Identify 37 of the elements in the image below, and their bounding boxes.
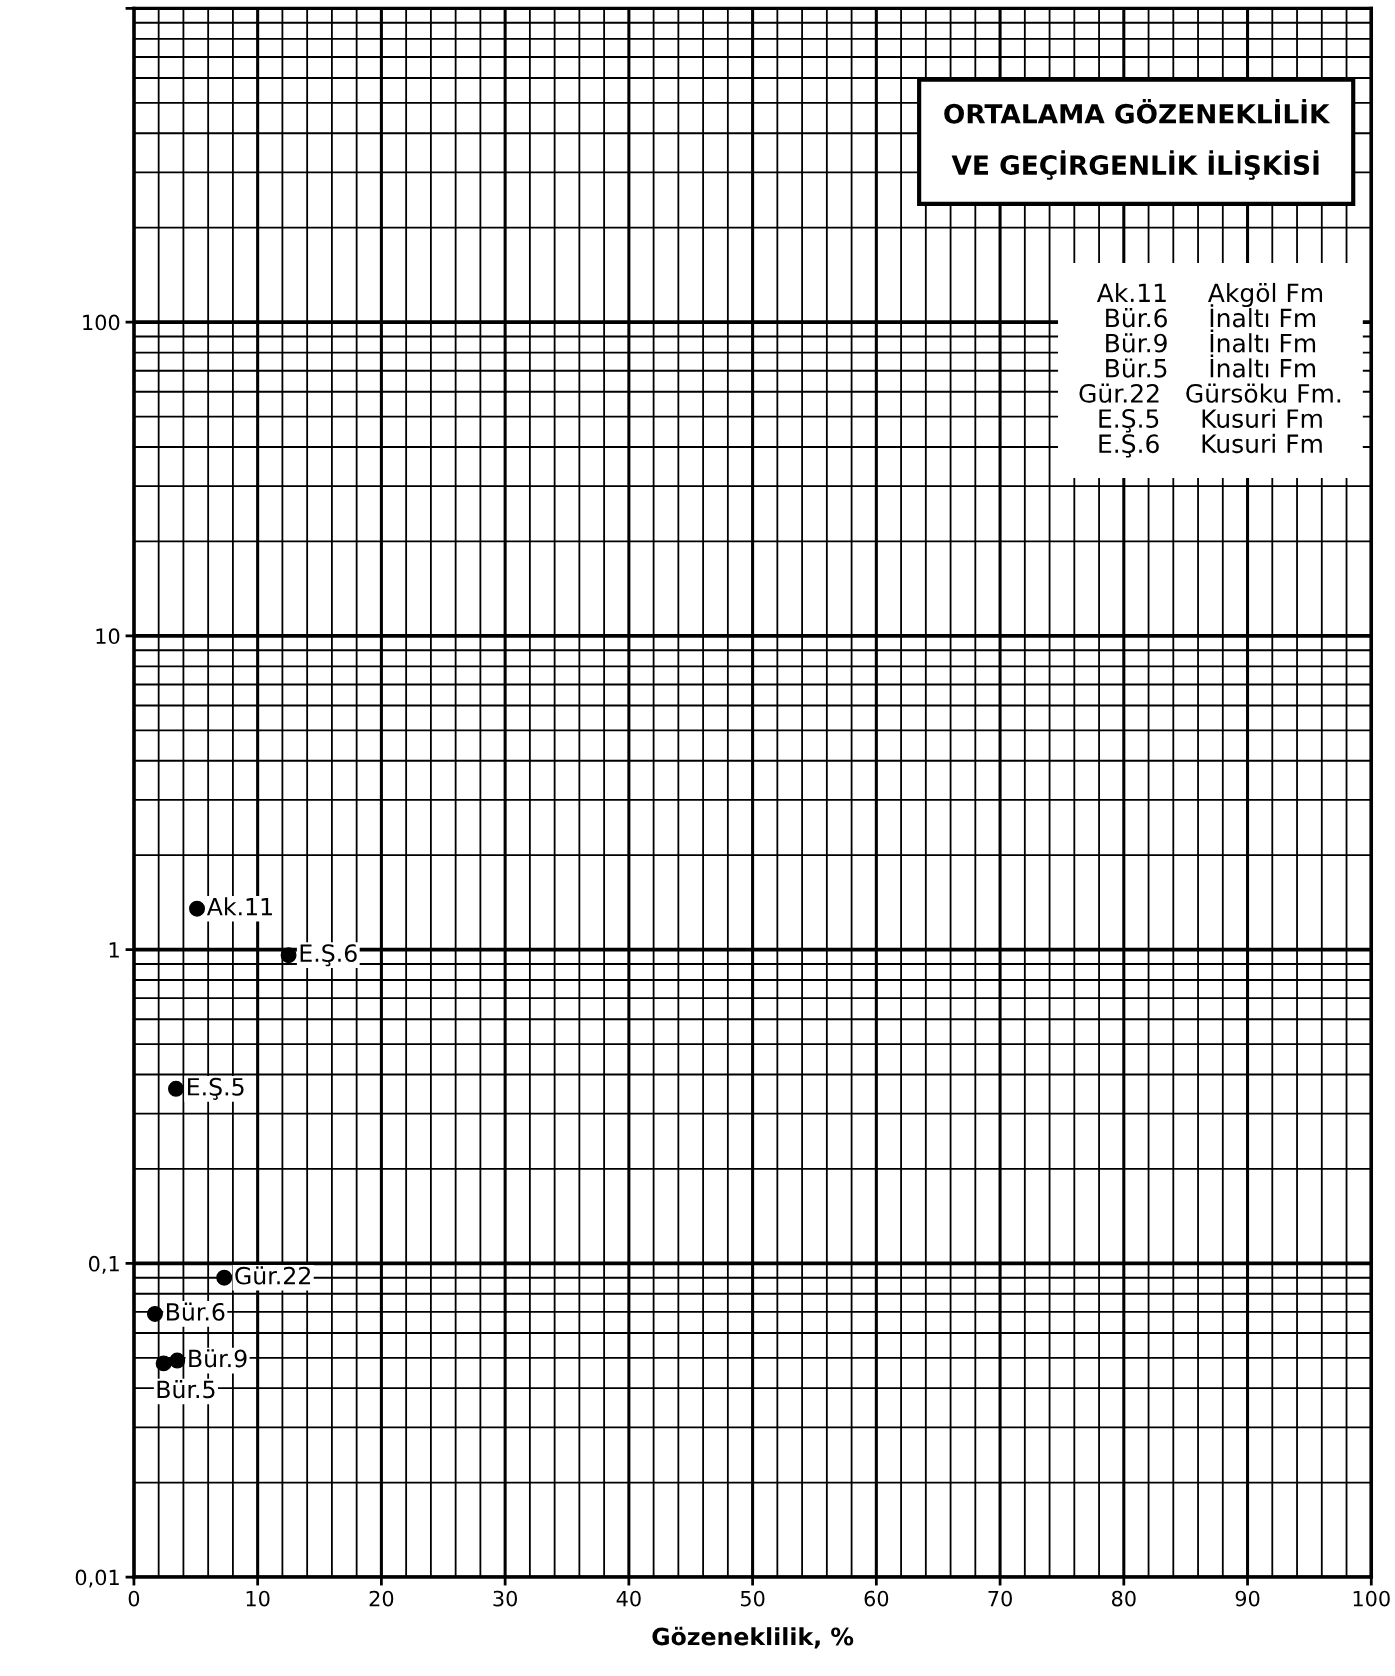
point: [216, 1269, 233, 1286]
y-tick-label: 0,1: [88, 1255, 119, 1274]
x-tick-label: 10: [246, 1590, 270, 1607]
x-tick-label: 100: [1353, 1590, 1390, 1607]
x-tick-label: 40: [616, 1590, 641, 1607]
x-tick-label: 50: [740, 1590, 765, 1607]
annotation: Bür.6: [166, 1302, 225, 1321]
y-tick-label: 0,01: [75, 1569, 119, 1588]
point: [155, 1355, 172, 1372]
annotation: Bür.9: [189, 1349, 247, 1368]
annotation: E.Ş.6: [300, 944, 357, 967]
y-tick-label: 1: [109, 942, 119, 958]
annotation: Bür.9 İnaltı Fm: [1106, 329, 1316, 353]
annotation: Ak.11: [206, 897, 272, 916]
x-tick-label: 0: [128, 1590, 140, 1607]
annotation: E.Ş.6 Kusuri Fm: [1099, 433, 1322, 458]
x-axis-title: Gözeneklilik, %: [652, 1626, 854, 1649]
point: [280, 947, 297, 964]
x-tick-label: 80: [1111, 1590, 1136, 1607]
point: [169, 1352, 186, 1369]
x-tick-label: 20: [369, 1590, 394, 1607]
y-tick-label: 100: [83, 314, 120, 331]
annotation: E.Ş.5: [188, 1077, 244, 1100]
x-tick-label: 30: [493, 1590, 517, 1607]
point: [146, 1305, 163, 1322]
annotation: Bür.5: [157, 1380, 215, 1399]
annotation: E.Ş.5 Kusuri Fm: [1099, 408, 1322, 433]
y-tick-label: 10: [96, 628, 120, 645]
x-tick-label: 70: [988, 1590, 1012, 1607]
point: [168, 1080, 184, 1097]
x-tick-label: 60: [864, 1590, 889, 1607]
point: [189, 900, 206, 917]
annotation: Gür.22 Gürsöku Fm.: [1079, 383, 1341, 403]
text: ORTALAMA GÖZENEKLİLİK VE GEÇİRGENLİK İLİŞKİSİ: [944, 98, 1331, 180]
x-tick-label: 90: [1235, 1590, 1260, 1607]
annotation: Gür.22: [235, 1266, 310, 1285]
annotation: Bür.5 İnaltı Fm: [1106, 354, 1316, 378]
